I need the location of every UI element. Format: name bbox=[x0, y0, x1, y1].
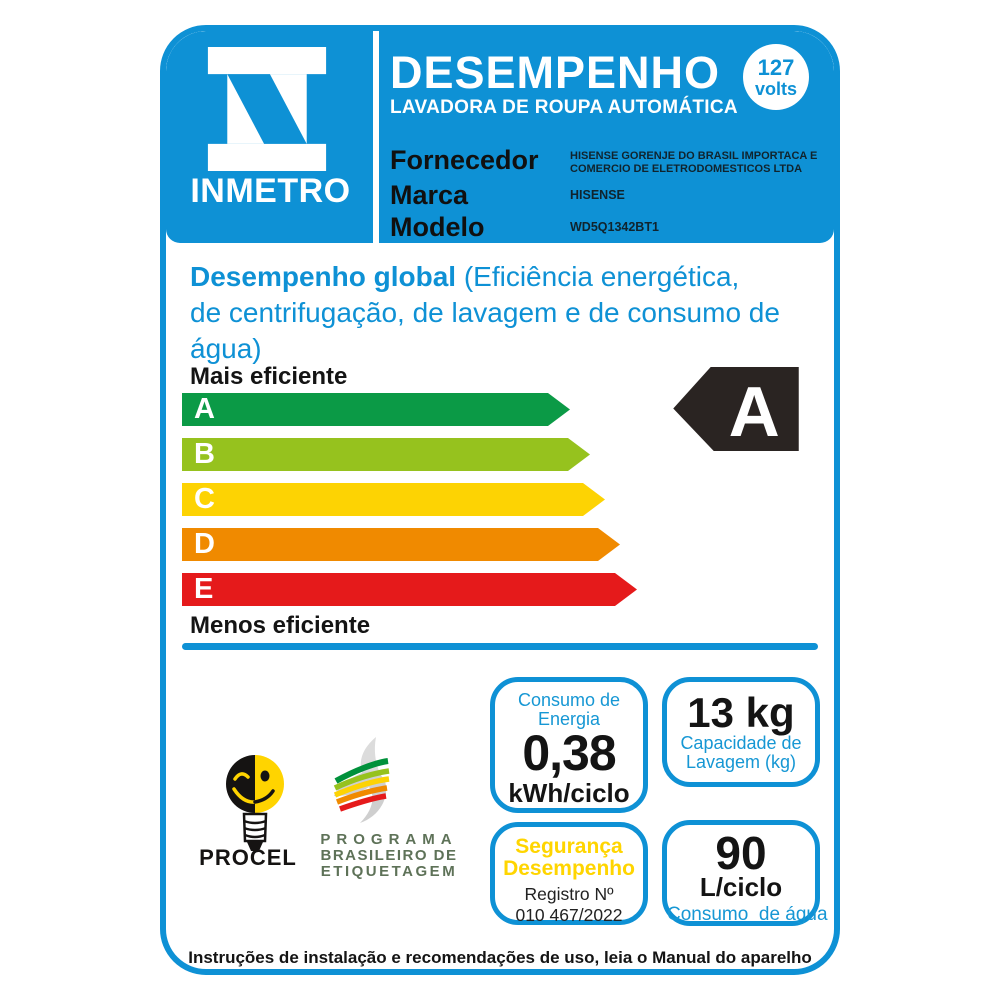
bar-grade-label: C bbox=[194, 483, 215, 515]
bar-grade-label: D bbox=[194, 528, 215, 560]
rating-letter: A bbox=[729, 373, 780, 451]
bar-grade-label: E bbox=[194, 573, 214, 605]
safety-title-line1: Segurança bbox=[515, 835, 623, 858]
model-field-value: WD5Q1342BT1 bbox=[570, 220, 659, 234]
safety-performance-box: Segurança Desempenho Registro Nº 010 467… bbox=[490, 822, 648, 925]
water-consumption-value: 90 bbox=[715, 827, 767, 879]
more-efficient-label: Mais eficiente bbox=[190, 363, 348, 390]
instructions-text: Instruções de instalação e recomendações… bbox=[188, 948, 812, 967]
voltage-badge: 127 volts bbox=[743, 44, 809, 110]
bar-grade-label: A bbox=[194, 393, 215, 425]
section-divider-line bbox=[182, 643, 818, 650]
energy-box-title-line2: Energia bbox=[537, 709, 601, 729]
brand-field-label: Marca bbox=[390, 180, 469, 210]
efficiency-bar-d: D bbox=[182, 528, 620, 561]
energy-consumption-value: 0,38 bbox=[522, 725, 616, 781]
rating-arrow-icon: A bbox=[673, 367, 799, 451]
water-consumption-box: 90 L/ciclo Consumo de água bbox=[662, 820, 828, 926]
energy-consumption-unit: kWh/ciclo bbox=[508, 778, 630, 808]
efficiency-bar-b: B bbox=[182, 438, 590, 471]
procel-logo-icon bbox=[226, 755, 284, 851]
water-consumption-caption: Consumo de água bbox=[667, 904, 828, 925]
voltage-value: 127 bbox=[757, 54, 795, 80]
inmetro-logo-icon bbox=[207, 47, 327, 171]
pbe-text-line1: PROGRAMA bbox=[320, 831, 458, 848]
performance-title-line2: de centrifugação, de lavagem e de consum… bbox=[190, 297, 780, 364]
supplier-field-label: Fornecedor bbox=[390, 145, 539, 175]
pbe-logo-text: PROGRAMA BRASILEIRO DE ETIQUETAGEM bbox=[294, 832, 484, 880]
less-efficient-label: Menos eficiente bbox=[190, 612, 371, 639]
efficiency-bar-a: A bbox=[182, 393, 570, 426]
model-field-label: Modelo bbox=[390, 212, 485, 242]
header-vertical-divider bbox=[373, 31, 379, 243]
wash-capacity-caption-line1: Capacidade de bbox=[680, 733, 802, 753]
pbe-logo-icon bbox=[333, 737, 390, 823]
performance-section-title: Desempenho global (Eficiência energética… bbox=[190, 259, 815, 367]
label-title: DESEMPENHO bbox=[390, 47, 721, 98]
label-subtitle: LAVADORA DE ROUPA AUTOMÁTICA bbox=[390, 97, 738, 118]
wash-capacity-box: 13 kg Capacidade de Lavagem (kg) bbox=[662, 677, 820, 787]
safety-title-line2: Desempenho bbox=[503, 857, 635, 880]
bar-grade-label: B bbox=[194, 438, 215, 470]
inmetro-energy-label: INMETRO DESEMPENHO LAVADORA DE ROUPA AUT… bbox=[160, 25, 840, 975]
brand-field-value: HISENSE bbox=[570, 188, 625, 202]
pbe-text-line2: BRASILEIRO DE bbox=[320, 847, 458, 864]
efficiency-bar-e: E bbox=[182, 573, 637, 606]
wash-capacity-value: 13 kg bbox=[687, 689, 795, 736]
performance-title-bold: Desempenho global bbox=[190, 261, 457, 292]
registry-number: 010 467/2022 bbox=[515, 905, 623, 925]
efficiency-scale: A B C D E bbox=[182, 393, 637, 618]
pbe-text-line3: ETIQUETAGEM bbox=[320, 863, 458, 880]
voltage-unit: volts bbox=[754, 78, 797, 99]
water-consumption-unit: L/ciclo bbox=[699, 872, 783, 902]
efficiency-bar-c: C bbox=[182, 483, 605, 516]
registry-label: Registro Nº bbox=[524, 884, 614, 904]
wash-capacity-caption-line2: Lavagem (kg) bbox=[685, 752, 797, 772]
energy-consumption-box: Consumo de Energia 0,38 kWh/ciclo bbox=[490, 677, 648, 813]
performance-title-rest: (Eficiência energética, bbox=[456, 261, 740, 292]
supplier-field-value: HISENSE GORENJE DO BRASIL IMPORTACA E CO… bbox=[570, 150, 818, 175]
procel-logo-text: PROCEL bbox=[199, 845, 297, 870]
energy-box-title-line1: Consumo de bbox=[517, 690, 621, 710]
inmetro-logo-text: INMETRO bbox=[190, 172, 351, 210]
